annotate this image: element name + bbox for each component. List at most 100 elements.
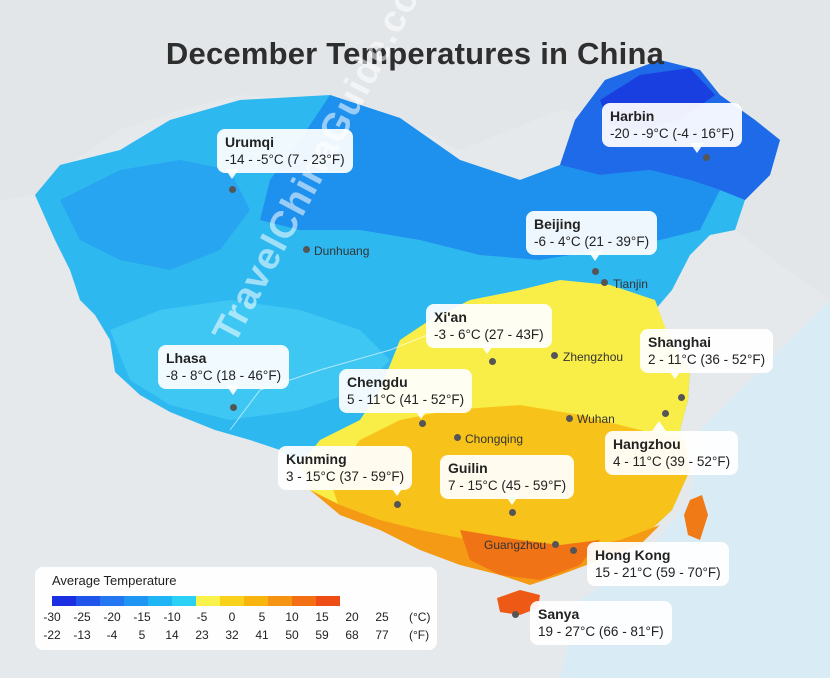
callout-pointer: [588, 251, 602, 261]
callout-city-name: Kunming: [286, 451, 347, 467]
callout-pointer: [414, 409, 428, 419]
kunming-marker: [394, 501, 401, 508]
callout-city-name: Chengdu: [347, 374, 408, 390]
callout-pointer: [226, 385, 240, 395]
coast-warm-zone: [460, 530, 600, 580]
legend-celsius-label: 15: [315, 610, 329, 624]
callout-city-name: Hangzhou: [613, 436, 681, 452]
callout-xian: Xi'an -3 - 6°C (27 - 43F): [426, 304, 552, 348]
city-label-guangzhou: Guangzhou: [484, 538, 547, 552]
legend-title: Average Temperature: [52, 573, 177, 588]
legend-celsius-label: -15: [133, 610, 151, 624]
callout-shanghai: Shanghai 2 - 11°C (36 - 52°F): [640, 329, 774, 373]
beijing-marker: [592, 268, 599, 275]
callout-pointer: [690, 143, 704, 153]
legend-swatch: [100, 596, 124, 606]
callout-temperature: 5 - 11°C (41 - 52°F): [347, 392, 465, 407]
chengdu-marker: [419, 420, 426, 427]
callout-city-name: Sanya: [538, 606, 580, 622]
guilin-marker: [509, 509, 516, 516]
shanghai-marker: [678, 394, 685, 401]
hangzhou-marker: [662, 410, 669, 417]
callout-kunming: Kunming 3 - 15°C (37 - 59°F): [278, 446, 413, 490]
legend-celsius-label: -30: [43, 610, 61, 624]
callout-city-name: Lhasa: [166, 350, 207, 366]
legend-fahrenheit-label: 23: [195, 628, 209, 642]
callout-guilin: Guilin 7 - 15°C (45 - 59°F): [440, 455, 575, 499]
tianjin-marker: [601, 279, 608, 286]
legend-fahrenheit-label: -13: [73, 628, 91, 642]
guangzhou-marker: [552, 541, 559, 548]
callout-city-name: Shanghai: [648, 334, 712, 350]
callout-temperature: -3 - 6°C (27 - 43F): [434, 327, 544, 342]
legend-fahrenheit-label: 68: [345, 628, 359, 642]
callout-temperature: -14 - -5°C (7 - 23°F): [225, 152, 345, 167]
legend-celsius-label: 5: [258, 610, 266, 624]
callout-temperature: 19 - 27°C (66 - 81°F): [538, 624, 664, 639]
legend-swatch: [196, 596, 220, 606]
callout-temperature: 7 - 15°C (45 - 59°F): [448, 478, 567, 493]
xian-marker: [489, 358, 496, 365]
legend-swatch: [316, 596, 340, 606]
callout-temperature: 4 - 11°C (39 - 52°F): [613, 454, 731, 469]
dunhuang-marker: [303, 246, 310, 253]
legend-celsius-label: -25: [73, 610, 91, 624]
legend-fahrenheit-label: 77: [375, 628, 389, 642]
callout-city-name: Hong Kong: [595, 547, 671, 563]
legend-fahrenheit-label: 41: [255, 628, 269, 642]
callout-city-name: Urumqi: [225, 134, 274, 150]
callout-city-name: Xi'an: [434, 309, 467, 325]
callout-hongkong: Hong Kong 15 - 21°C (59 - 70°F): [587, 542, 729, 586]
legend-swatch: [52, 596, 76, 606]
legend-fahrenheit-label: 14: [165, 628, 179, 642]
legend-celsius-label: 10: [285, 610, 299, 624]
legend-fahrenheit-label: 5: [138, 628, 146, 642]
legend-swatch: [172, 596, 196, 606]
legend-fahrenheit-label: 32: [225, 628, 239, 642]
province-border: [229, 329, 441, 431]
sanya-marker: [512, 611, 519, 618]
city-label-zhengzhou: Zhengzhou: [563, 350, 624, 364]
callout-temperature: -8 - 8°C (18 - 46°F): [166, 368, 282, 383]
legend-swatch: [268, 596, 292, 606]
legend-celsius-label: -10: [163, 610, 181, 624]
legend-fahrenheit-label: 59: [315, 628, 329, 642]
callout-pointer: [668, 369, 682, 379]
chongqing-marker: [454, 434, 461, 441]
hongkong-marker: [570, 547, 577, 554]
legend-unit-celsius: (°C): [409, 610, 431, 624]
callout-chengdu: Chengdu 5 - 11°C (41 - 52°F): [339, 369, 473, 413]
callout-sanya: Sanya 19 - 27°C (66 - 81°F): [530, 601, 672, 645]
callout-temperature: 15 - 21°C (59 - 70°F): [595, 565, 721, 580]
callout-urumqi: Urumqi -14 - -5°C (7 - 23°F): [217, 129, 353, 173]
callout-temperature: -6 - 4°C (21 - 39°F): [534, 234, 650, 249]
hainan-island: [497, 590, 540, 615]
temperature-legend: Average Temperature -30 -25 -20 -15 -10 …: [35, 567, 437, 650]
callout-pointer: [480, 344, 494, 354]
callout-temperature: 2 - 11°C (36 - 52°F): [648, 352, 766, 367]
callout-hangzhou: Hangzhou 4 - 11°C (39 - 52°F): [605, 431, 739, 475]
callout-beijing: Beijing -6 - 4°C (21 - 39°F): [526, 211, 658, 255]
city-label-tianjin: Tianjin: [613, 277, 648, 291]
callout-pointer: [390, 486, 404, 496]
zhengzhou-marker: [551, 352, 558, 359]
callout-lhasa: Lhasa -8 - 8°C (18 - 46°F): [158, 345, 290, 389]
city-label-wuhan: Wuhan: [577, 412, 615, 426]
city-label-chongqing: Chongqing: [465, 432, 524, 446]
callout-city-name: Harbin: [610, 108, 655, 124]
legend-unit-fahrenheit: (°F): [409, 628, 430, 642]
legend-swatch: [76, 596, 100, 606]
city-label-dunhuang: Dunhuang: [314, 244, 370, 258]
legend-fahrenheit-label: 50: [285, 628, 299, 642]
legend-swatch: [124, 596, 148, 606]
callout-harbin: Harbin -20 - -9°C (-4 - 16°F): [602, 103, 743, 147]
legend-swatch: [292, 596, 316, 606]
urumqi-marker: [229, 186, 236, 193]
callout-temperature: 3 - 15°C (37 - 59°F): [286, 469, 405, 484]
callout-city-name: Guilin: [448, 460, 488, 476]
wuhan-marker: [566, 415, 573, 422]
callout-pointer: [652, 421, 666, 431]
legend-swatch: [244, 596, 268, 606]
west-cold-zone: [60, 160, 250, 270]
